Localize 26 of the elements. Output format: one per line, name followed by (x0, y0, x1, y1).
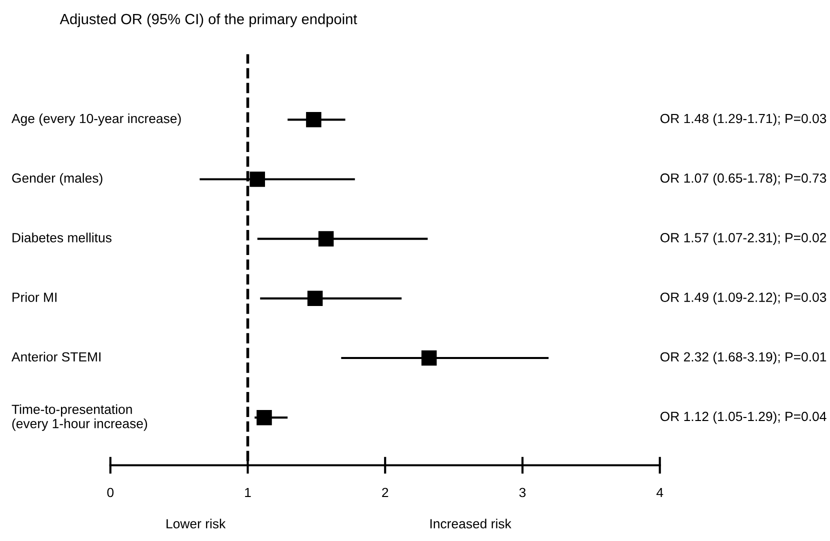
y-tick-label: Time-to-presentation (every 1-hour increase) (12, 404, 148, 431)
x-tick-label: 4 (656, 488, 664, 498)
point (318, 231, 334, 246)
y-tick-label: Gender (males) (12, 173, 102, 186)
data-label: OR 1.48 (1.29-1.71); P=0.03 (660, 113, 826, 126)
y-tick-label: Age (every 10-year increase) (12, 113, 181, 126)
x-tick-label: 1 (245, 488, 251, 498)
text: Lower risk (166, 518, 226, 528)
data-label: OR 1.57 (1.07-2.31); P=0.02 (660, 232, 826, 245)
x-tick-label: 3 (519, 488, 526, 498)
data-label: OR 1.12 (1.05-1.29); P=0.04 (660, 411, 826, 424)
x-tick-label: 0 (107, 488, 114, 498)
data-label: OR 1.49 (1.09-2.12); P=0.03 (660, 292, 826, 305)
x-tick-label: 2 (382, 488, 388, 498)
point (307, 290, 323, 306)
point (306, 112, 322, 128)
y-tick-label: Anterior STEMI (12, 352, 100, 362)
point (421, 350, 437, 366)
point (256, 410, 272, 426)
y-tick-label: Diabetes mellitus (12, 232, 112, 242)
text: Increased risk (430, 518, 512, 528)
data-label: OR 2.32 (1.68-3.19); P=0.01 (660, 352, 826, 364)
point (250, 172, 266, 187)
y-tick-label: Prior MI (12, 292, 56, 302)
chart-title: Adjusted OR (95% CI) of the primary endpoint (60, 14, 358, 28)
data-label: OR 1.07 (0.65-1.78); P=0.73 (660, 173, 826, 186)
